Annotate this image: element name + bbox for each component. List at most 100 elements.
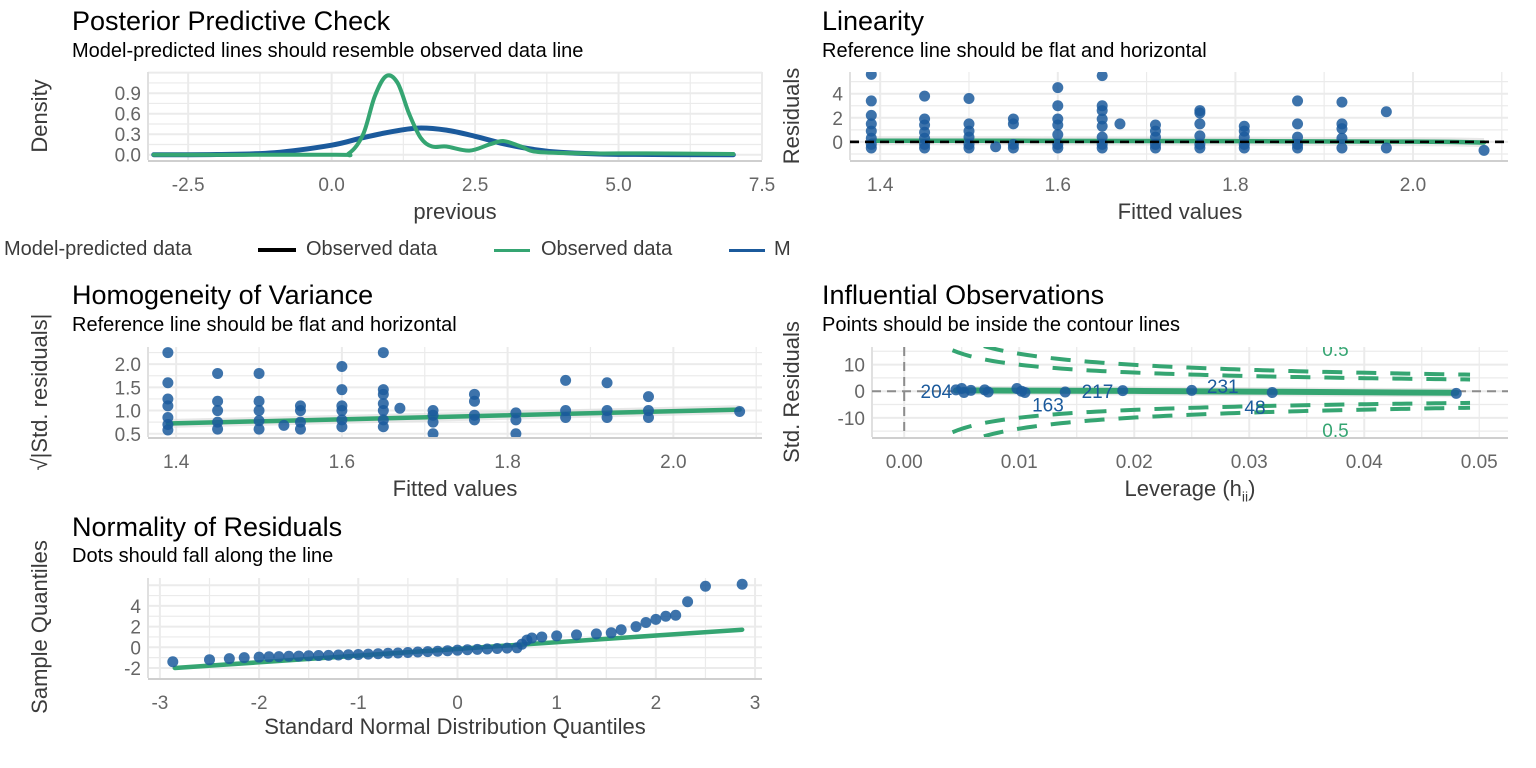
- x-tick-label: 1.4: [163, 452, 190, 473]
- data-point: [253, 395, 265, 407]
- data-point: [615, 624, 627, 636]
- qq-marks: [167, 578, 748, 671]
- data-point: [560, 374, 572, 386]
- data-point: [1114, 118, 1126, 130]
- data-point: [294, 400, 306, 412]
- data-point: [336, 384, 348, 396]
- x-tick-label: -2: [251, 693, 268, 714]
- data-point: [471, 643, 483, 655]
- data-point: [1380, 142, 1392, 154]
- y-tick-label: -2: [124, 659, 141, 680]
- data-point: [865, 109, 877, 121]
- data-point: [313, 650, 325, 662]
- data-point: [1096, 100, 1108, 112]
- data-point: [919, 90, 931, 102]
- x-tick-label: -1: [350, 693, 367, 714]
- cooks-distance-contour: [979, 347, 1471, 377]
- data-point: [630, 621, 642, 633]
- y-tick-label: 2.0: [115, 355, 141, 376]
- data-point: [451, 644, 463, 656]
- y-tick-label: 0: [854, 382, 865, 403]
- contour-label: 0.5: [1322, 340, 1348, 361]
- data-point: [392, 647, 404, 659]
- data-point: [223, 653, 235, 665]
- hom-grid: [148, 347, 762, 437]
- data-point: [501, 642, 513, 654]
- data-point: [1052, 129, 1064, 141]
- data-point: [642, 405, 654, 417]
- data-point: [253, 651, 265, 663]
- data-point: [336, 414, 348, 426]
- data-point: [323, 649, 335, 661]
- data-point: [203, 654, 215, 666]
- data-point: [510, 428, 522, 437]
- x-tick-label: -2.5: [172, 175, 205, 196]
- data-point: [510, 407, 522, 419]
- x-axis-title-end: ): [1248, 476, 1256, 501]
- data-point: [1186, 384, 1198, 396]
- data-point: [1059, 386, 1071, 398]
- legend-key-green-line: [494, 249, 530, 252]
- legend-label-observed-2: Observed data: [541, 238, 673, 260]
- x-tick-label: 0.05: [1461, 452, 1498, 473]
- data-point: [162, 377, 174, 389]
- data-point: [422, 646, 434, 658]
- density-line-model-predicted-data: [151, 125, 736, 158]
- data-point: [377, 384, 389, 396]
- data-point: [162, 393, 174, 405]
- data-point: [394, 402, 406, 414]
- data-point: [1336, 118, 1348, 130]
- data-point: [551, 630, 563, 642]
- y-tick-label: 1.5: [115, 378, 141, 399]
- fit-line: [952, 387, 1460, 396]
- data-point: [1194, 105, 1206, 117]
- data-point: [303, 650, 315, 662]
- ppc-grid: [148, 71, 763, 160]
- data-point: [253, 423, 265, 435]
- infl-marks: [872, 347, 1508, 437]
- influential-x-axis-title: Leverage (hii): [1125, 476, 1256, 504]
- data-point: [372, 648, 384, 660]
- data-point: [377, 398, 389, 410]
- influential-subtitle: Points should be inside the contour line…: [822, 314, 1181, 336]
- data-point: [336, 400, 348, 412]
- data-point: [1052, 138, 1064, 150]
- data-point: [427, 428, 439, 437]
- lin-panel: 1.4 1.6 1.8 2.0 0 2 4: [832, 72, 1508, 196]
- data-point: [1336, 142, 1348, 154]
- y-tick-label: 4: [832, 85, 843, 106]
- x-tick-label: 0.02: [1116, 452, 1153, 473]
- data-point: [212, 395, 224, 407]
- x-tick-label: 2.5: [462, 175, 488, 196]
- ppc-title: Posterior Predictive Check: [72, 6, 391, 36]
- data-point: [412, 646, 424, 658]
- y-tick-label: 2: [832, 109, 843, 130]
- data-point: [342, 649, 354, 661]
- data-point: [650, 613, 662, 625]
- data-point: [253, 367, 265, 379]
- data-point: [1096, 113, 1108, 125]
- legend-label-observed: Observed data: [306, 238, 438, 260]
- ppc-x-axis-title: previous: [413, 199, 497, 224]
- lin-marks: [850, 72, 1508, 156]
- contour-label: 0.5: [1322, 421, 1348, 442]
- y-tick-label: -10: [838, 409, 865, 430]
- data-point: [660, 610, 672, 622]
- ppc-panel: -2.5 0.0 2.5 5.0 7.50.00.30.60.9: [115, 71, 775, 196]
- legend-key-black-line: [258, 248, 296, 252]
- data-point: [382, 647, 394, 659]
- data-point: [1117, 385, 1129, 397]
- data-point: [491, 643, 503, 655]
- data-point: [461, 644, 473, 656]
- data-point: [919, 113, 931, 125]
- data-point: [1292, 131, 1304, 143]
- x-tick-label: 1.6: [329, 452, 355, 473]
- y-tick-label: 0.9: [115, 84, 141, 105]
- data-point: [481, 643, 493, 655]
- y-tick-label: 0.0: [115, 146, 141, 167]
- data-point: [468, 388, 480, 400]
- x-tick-label: 0.0: [318, 175, 344, 196]
- data-point: [1052, 113, 1064, 125]
- linearity-title: Linearity: [822, 6, 925, 36]
- data-point: [1450, 387, 1462, 399]
